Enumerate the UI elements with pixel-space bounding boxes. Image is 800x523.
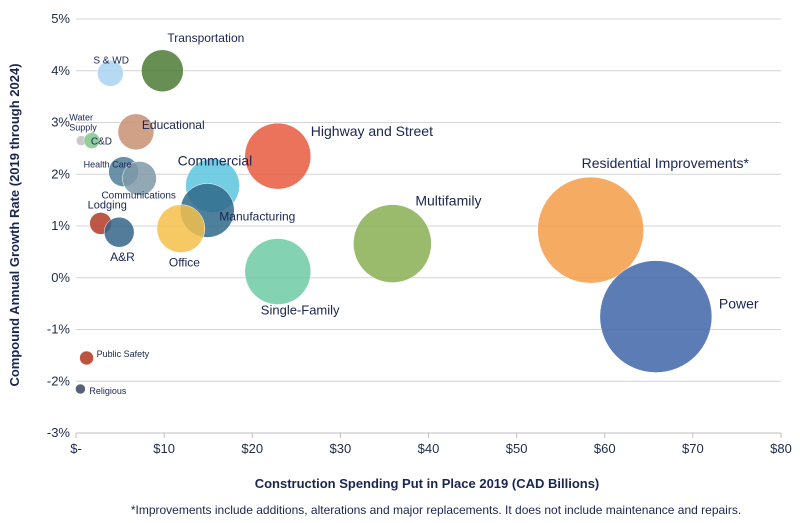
bubble-label: Single-Family — [261, 303, 340, 318]
bubble-multifamily — [353, 204, 432, 283]
x-tick-label: $10 — [153, 441, 175, 456]
bubble-label: Public Safety — [97, 349, 150, 359]
bubble-communications — [122, 161, 157, 196]
bubble-label: Power — [719, 296, 759, 312]
bubble-label: Manufacturing — [219, 209, 295, 223]
y-tick-label: 1% — [51, 218, 70, 233]
x-tick-label: $70 — [682, 441, 704, 456]
x-tick-label: $50 — [506, 441, 528, 456]
y-tick-label: 4% — [51, 63, 70, 78]
bubble-label: Communications — [101, 190, 175, 201]
bubble-label: Transportation — [167, 31, 244, 45]
bubble-labels: Transportation S & WD Water Supply C&D Educat… — [69, 31, 759, 396]
bubble-label: Religious — [89, 386, 127, 396]
bubble-single-family — [244, 238, 312, 305]
bubble-label: A&R — [110, 250, 135, 264]
bubble-label: C&D — [91, 137, 112, 148]
x-tick-label: $60 — [594, 441, 616, 456]
y-tick-labels: 5% 4% 3% 2% 1% 0% -1% -2% -3% — [47, 11, 71, 440]
y-tick-label: 3% — [51, 115, 70, 130]
bubble-label: Highway and Street — [311, 123, 433, 139]
bubble-residential-improvements — [537, 176, 644, 284]
bubble-c-d — [83, 132, 101, 149]
bubble-s-wd — [97, 60, 124, 87]
bubble-label: Multifamily — [415, 193, 481, 209]
bubble-religious — [75, 383, 86, 395]
bubble-label: Residential Improvements* — [582, 155, 750, 171]
bubble-label: Office — [169, 256, 200, 270]
bubble-power — [599, 260, 713, 373]
x-tick-label: $- — [70, 441, 82, 456]
y-tick-label: -2% — [47, 373, 71, 388]
bubble-educational — [117, 113, 155, 151]
x-tick-labels: $- $10 $20 $30 $40 $50 $60 $70 $80 — [70, 433, 792, 456]
bubble-a-r — [103, 216, 135, 248]
x-tick-label: $80 — [770, 441, 792, 456]
y-tick-label: -1% — [47, 322, 71, 337]
x-tick-label: $30 — [330, 441, 352, 456]
y-tick-label: 5% — [51, 11, 70, 26]
bubble-label: Commercial — [178, 153, 253, 169]
y-tick-label: -3% — [47, 425, 71, 440]
x-tick-label: $40 — [418, 441, 440, 456]
bubble-office — [156, 204, 206, 253]
x-axis-title: Construction Spending Put in Place 2019 … — [255, 476, 600, 491]
bubble-label: Educational — [142, 118, 205, 132]
y-axis-title: Compound Annual Growth Rate (2019 throug… — [7, 63, 22, 386]
bubble-label: Health Care — [84, 160, 132, 170]
y-tick-label: 2% — [51, 166, 70, 181]
bubble-label: Lodging — [88, 199, 127, 211]
footnote: *Improvements include additions, alterat… — [131, 503, 741, 517]
bubble-transportation — [141, 49, 184, 92]
x-tick-label: $20 — [241, 441, 263, 456]
bubble-label: S & WD — [93, 55, 129, 66]
bubble-label: Water Supply — [69, 113, 97, 133]
bubble-public-safety — [79, 350, 94, 366]
bubble-highway-and-street — [244, 122, 312, 190]
y-tick-label: 0% — [51, 270, 70, 285]
bubbles — [75, 49, 713, 395]
